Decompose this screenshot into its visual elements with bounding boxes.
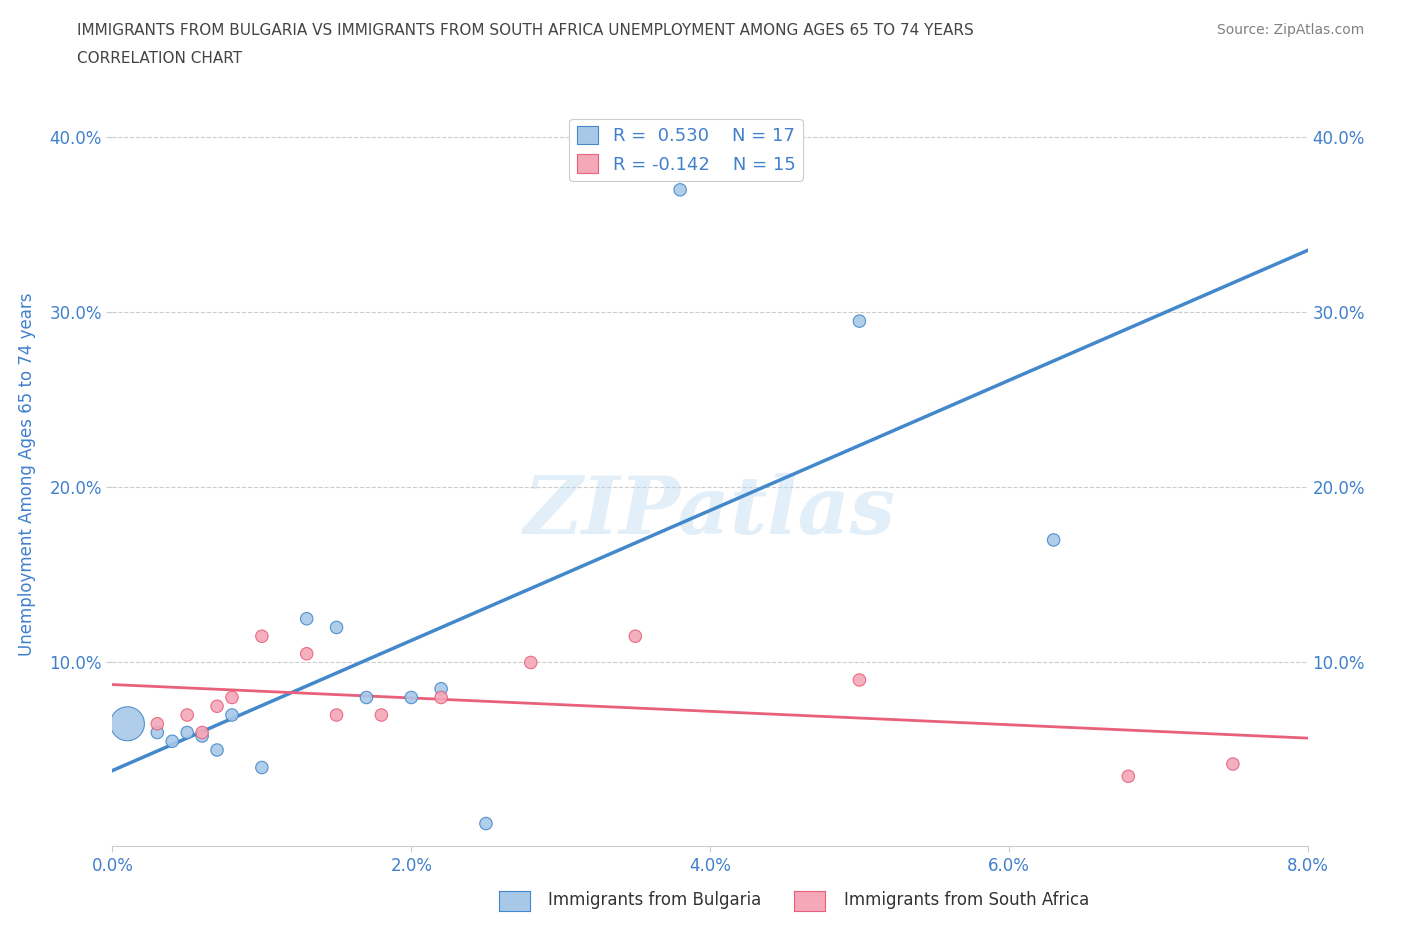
- Point: [205, 698, 228, 713]
- Point: [295, 646, 318, 661]
- Point: [624, 629, 647, 644]
- Point: [1042, 533, 1064, 548]
- Text: Source: ZipAtlas.com: Source: ZipAtlas.com: [1216, 23, 1364, 37]
- Point: [250, 760, 273, 775]
- Point: [669, 182, 692, 197]
- Point: [146, 725, 169, 740]
- Point: [325, 620, 347, 635]
- Point: [221, 708, 243, 723]
- Point: [1222, 757, 1244, 772]
- Point: [295, 611, 318, 626]
- Point: [191, 728, 214, 743]
- Point: [146, 716, 169, 731]
- Point: [176, 708, 198, 723]
- Point: [848, 313, 870, 328]
- Point: [162, 734, 183, 749]
- Point: [1118, 769, 1140, 784]
- Point: [356, 690, 378, 705]
- Legend: R =  0.530    N = 17, R = -0.142    N = 15: R = 0.530 N = 17, R = -0.142 N = 15: [569, 119, 803, 181]
- Point: [325, 708, 347, 723]
- Text: ZIPatlas: ZIPatlas: [524, 472, 896, 551]
- Point: [430, 682, 453, 697]
- Text: IMMIGRANTS FROM BULGARIA VS IMMIGRANTS FROM SOUTH AFRICA UNEMPLOYMENT AMONG AGES: IMMIGRANTS FROM BULGARIA VS IMMIGRANTS F…: [77, 23, 974, 38]
- Point: [205, 742, 228, 757]
- Point: [520, 655, 543, 670]
- Text: Immigrants from Bulgaria: Immigrants from Bulgaria: [548, 891, 762, 910]
- Point: [370, 708, 392, 723]
- Point: [401, 690, 423, 705]
- Point: [475, 817, 498, 831]
- Point: [176, 725, 198, 740]
- Point: [848, 672, 870, 687]
- Text: Immigrants from South Africa: Immigrants from South Africa: [844, 891, 1088, 910]
- Point: [250, 629, 273, 644]
- Point: [191, 725, 214, 740]
- Point: [117, 716, 139, 731]
- Point: [221, 690, 243, 705]
- Point: [430, 690, 453, 705]
- Text: CORRELATION CHART: CORRELATION CHART: [77, 51, 242, 66]
- Y-axis label: Unemployment Among Ages 65 to 74 years: Unemployment Among Ages 65 to 74 years: [18, 293, 35, 656]
